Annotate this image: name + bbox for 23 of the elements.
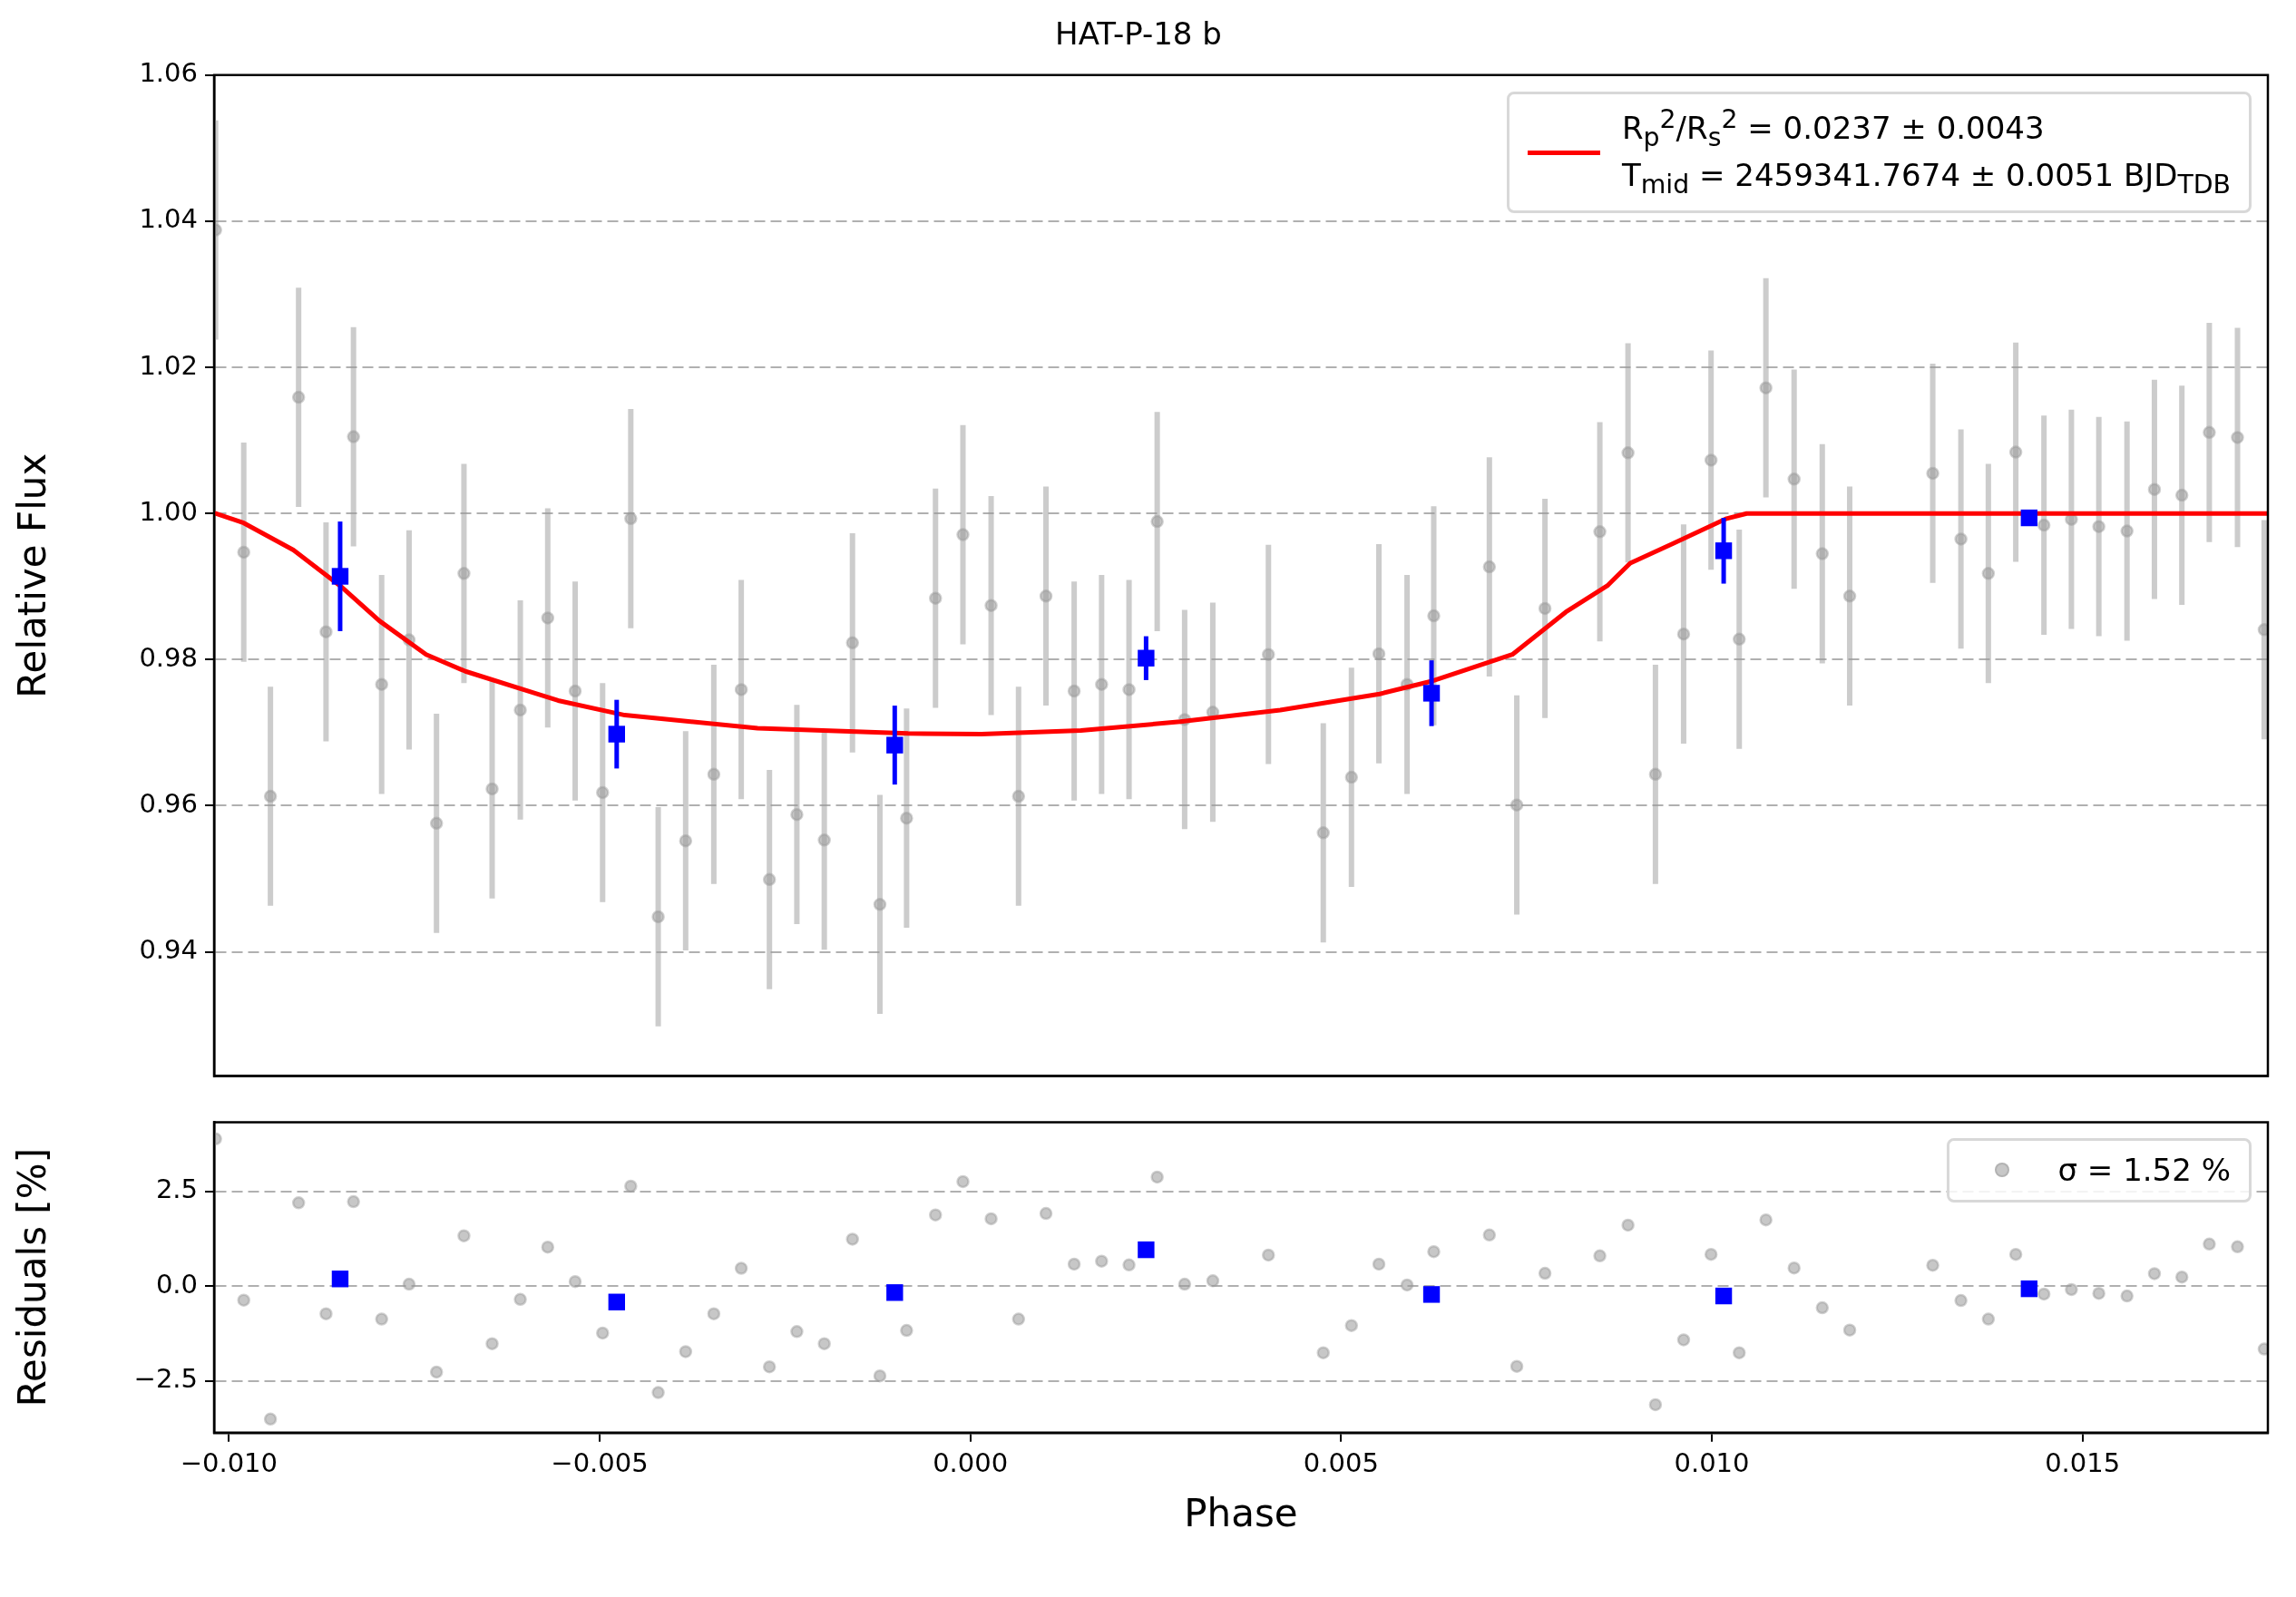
y-tick-label: 1.06 <box>139 57 198 89</box>
x-tick-label: −0.010 <box>180 1446 278 1478</box>
x-axis-title: Phase <box>1184 1490 1298 1535</box>
y-tick-label: −2.5 <box>133 1363 198 1395</box>
y-axis-title: Relative Flux <box>10 453 55 698</box>
y-tick-label: 1.02 <box>139 349 198 381</box>
y-tick-label: 0.98 <box>139 641 198 673</box>
x-tick-label: −0.005 <box>551 1446 649 1478</box>
y-tick-label: 0.0 <box>155 1268 198 1300</box>
y-axis-title: Residuals [%] <box>10 1147 55 1407</box>
legend-panel: σ = 1.52 % <box>1946 1138 2252 1203</box>
y-tick-label: 2.5 <box>155 1173 198 1205</box>
y-tick-label: 1.00 <box>139 495 198 527</box>
x-tick-label: 0.000 <box>933 1446 1009 1478</box>
y-tick-label: 0.94 <box>139 934 198 966</box>
x-tick-label: 0.010 <box>1674 1446 1750 1478</box>
y-tick-label: 1.04 <box>139 203 198 235</box>
x-tick-label: 0.005 <box>1303 1446 1379 1478</box>
x-tick-label: 0.015 <box>2045 1446 2121 1478</box>
chart-title: HAT-P-18 b <box>1055 15 1222 53</box>
y-tick-label: 0.96 <box>139 788 198 820</box>
legend-panel: R$_{p}$$^{2}$/R$_{s}$$^{2}$ = 0.0237 ± 0.0043 T$_{mid}$ = 2459341.7674 ± 0.0051 BJD$_{TDB}$ <box>1506 91 2252 214</box>
legend-label: σ = 1.52 % <box>2057 1151 2231 1191</box>
